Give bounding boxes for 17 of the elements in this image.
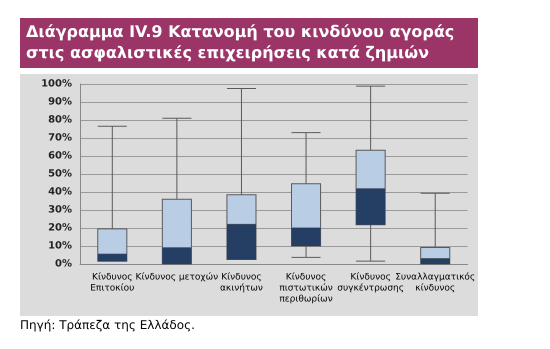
chart-title: Διάγραμμα IV.9 Κατανομή του κινδύνου αγοράς στις ασφαλιστικές επιχειρήσεις κατά ζημιών	[20, 18, 478, 68]
x-tick-label: Κίνδυνος πιστωτικών περιθωρίων	[279, 272, 333, 304]
y-tick-label: 80%	[48, 114, 72, 126]
y-tick-label: 90%	[48, 96, 72, 108]
y-tick-label: 70%	[48, 132, 72, 144]
text: Πηγή: Τράπεζα της Ελλάδος.	[20, 318, 195, 332]
y-tick-label: 30%	[48, 204, 72, 216]
y-tick-label: 40%	[48, 186, 72, 198]
y-tick-label: 60%	[48, 150, 72, 162]
y-tick-label: 20%	[48, 222, 72, 234]
y-tick-label: 0%	[55, 258, 72, 270]
x-tick-label: Κίνδυνος Επιτοκίου	[90, 272, 134, 294]
x-tick-label: Κίνδυνος ακινήτων	[220, 272, 263, 294]
y-tick-label: 100%	[41, 78, 72, 90]
x-tick-label: Κίνδυνος μετοχών	[136, 272, 218, 282]
y-tick-label: 50%	[48, 168, 72, 180]
y-tick-label: 10%	[48, 240, 72, 252]
